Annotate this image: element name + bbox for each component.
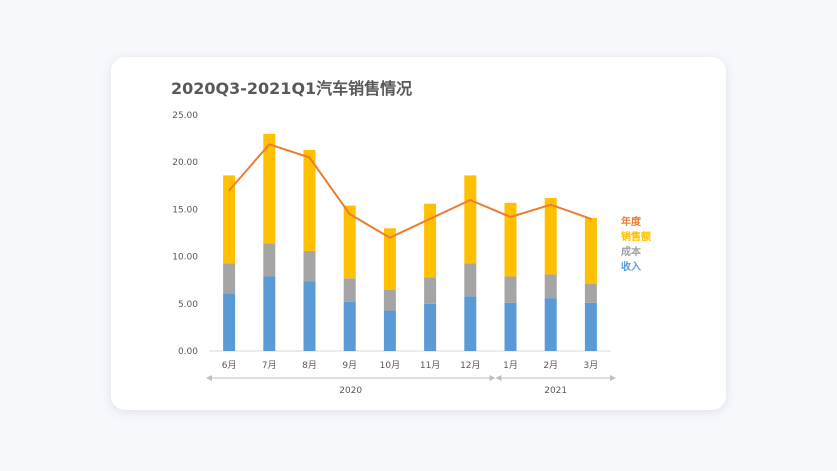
bar-cost [223,263,236,294]
bar-income [584,302,597,351]
y-tick-label: 20.00 [172,158,198,168]
line-point [389,236,391,239]
bar-cost [544,274,557,299]
bar-cost [263,243,276,277]
x-tick-label: 3月 [584,360,599,371]
line-point [469,199,472,201]
bar-sales [263,133,276,244]
bar-cost [424,277,437,304]
bar-sales [343,205,356,279]
y-tick-label: 5.00 [178,300,198,310]
x-tick-label: 8月 [302,360,317,371]
bar-sales [584,217,597,284]
year-label: 2020 [339,386,362,396]
bar-cost [464,263,477,297]
line-point [549,203,552,206]
y-tick-label: 15.00 [172,205,198,215]
x-tick-label: 9月 [342,360,357,371]
bar-cost [343,278,356,302]
bar-income [343,301,356,351]
x-tick-label: 10月 [380,360,400,371]
chart-card: 2020Q3-2021Q1汽车销售情况 0.00 5.00 10.00 15.00 20… [111,57,726,410]
y-tick-label: 10.00 [172,253,198,263]
bar-cost [383,289,396,311]
bar-cost [303,250,316,282]
line-point [348,213,351,215]
bar-income [223,293,236,351]
bar-income [263,276,276,351]
x-tick-label: 11月 [420,360,440,371]
bar-income [383,310,396,351]
legend-item: 年度 [621,215,642,228]
y-tick-label: 0.00 [178,347,198,357]
y-tick-label: 25.00 [172,111,198,121]
x-tick-label: 12月 [460,360,480,371]
line-point [509,216,512,218]
bar-sales [464,175,477,264]
line-point [308,156,311,159]
x-tick-label: 7月 [262,360,277,371]
line-point [429,218,431,220]
bar-income [464,296,477,351]
x-tick-label: 6月 [222,360,237,371]
legend-item: 成本 [621,245,642,258]
bar-sales [504,202,517,277]
year-label: 2021 [544,386,567,396]
bar-sales [544,198,557,275]
bar-cost [504,276,517,303]
line-point [590,218,592,220]
line-point [228,189,230,192]
bar-cost [584,283,597,303]
bar-sales [223,175,236,264]
bar-income [303,281,316,351]
bar-sales [303,149,316,251]
chart-canvas: 0.00 5.00 10.00 15.00 20.00 25.00 6月 7月 8月 9月 10月 1… [172,111,651,396]
x-tick-label: 1月 [503,360,518,371]
bar-sales [383,228,396,290]
bar-income [504,302,517,351]
bar-income [544,298,557,351]
legend-item: 销售额 [621,230,651,243]
line-annual [228,143,592,239]
bar-income [424,303,437,351]
bar-sales [424,203,437,278]
legend-item: 收入 [621,260,641,273]
chart-title: 2020Q3-2021Q1汽车销售情况 [171,79,413,98]
x-tick-label: 2月 [543,360,558,371]
line-point [268,143,271,146]
